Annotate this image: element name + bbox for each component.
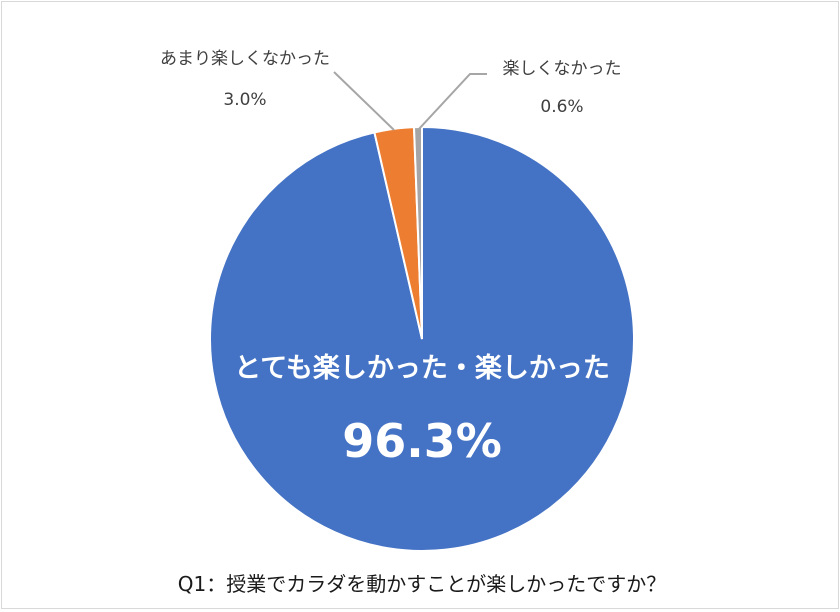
- leader-line-2: [417, 73, 487, 131]
- chart-title: Q1：授業でカラダを動かすことが楽しかったですか？: [177, 572, 667, 596]
- leader-line-1: [333, 71, 395, 131]
- slice-label-2: 楽しくなかった: [503, 59, 622, 79]
- slice-label-0: とても楽しかった・楽しかった: [234, 353, 610, 384]
- slice-value-1: 3.0%: [223, 90, 266, 110]
- slice-value-2: 0.6%: [540, 97, 583, 117]
- slice-value-0: 96.3%: [342, 414, 502, 468]
- slice-label-1: あまり楽しくなかった: [160, 49, 330, 69]
